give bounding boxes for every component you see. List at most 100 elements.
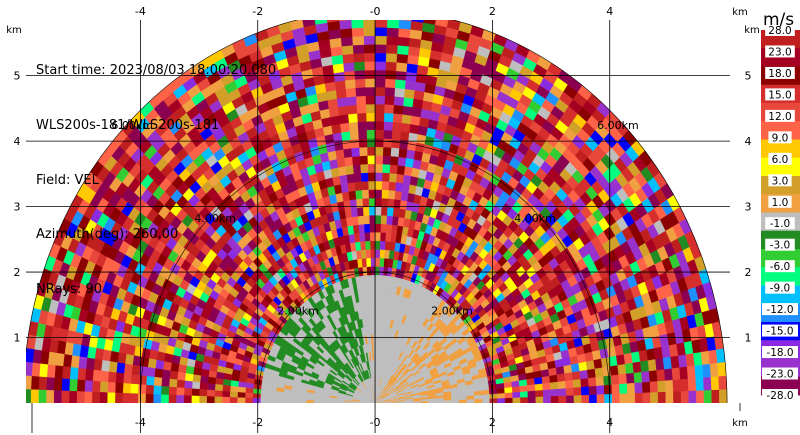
velocity-cell <box>374 172 383 182</box>
velocity-cell <box>336 401 345 403</box>
velocity-cell <box>364 240 371 250</box>
velocity-cell <box>565 387 575 396</box>
velocity-cell <box>221 396 231 403</box>
velocity-cell <box>402 97 414 108</box>
velocity-field <box>26 20 728 403</box>
velocity-cell <box>371 300 376 310</box>
velocity-cell <box>356 104 367 114</box>
velocity-cell <box>339 122 350 133</box>
velocity-cell <box>354 78 366 89</box>
velocity-cell <box>330 46 343 57</box>
velocity-cell <box>368 189 376 199</box>
velocity-cell <box>354 181 362 191</box>
velocity-cell <box>497 397 506 403</box>
velocity-cell <box>222 384 231 392</box>
field-text: Field: VEL <box>36 172 99 188</box>
velocity-cell <box>334 149 345 160</box>
velocity-cell <box>664 379 674 392</box>
velocity-cell <box>374 27 388 37</box>
velocity-cell <box>627 392 636 403</box>
velocity-cell <box>384 232 392 242</box>
velocity-cell <box>395 61 408 73</box>
velocity-cell <box>406 140 417 151</box>
velocity-cell <box>556 373 566 382</box>
velocity-cell <box>647 358 657 372</box>
velocity-cell <box>593 358 603 369</box>
velocity-cell <box>657 380 666 393</box>
velocity-cell <box>176 371 186 381</box>
velocity-cell <box>519 390 529 398</box>
velocity-cell <box>229 391 238 398</box>
velocity-cell <box>122 392 131 403</box>
velocity-cell <box>334 80 346 91</box>
velocity-cell <box>177 364 187 374</box>
velocity-cell <box>596 384 605 395</box>
velocity-cell <box>168 386 177 396</box>
velocity-cell <box>367 180 376 190</box>
velocity-cell <box>386 215 393 225</box>
velocity-cell <box>153 385 162 395</box>
velocity-cell <box>374 240 381 250</box>
velocity-cell <box>152 394 162 403</box>
velocity-cell <box>380 223 387 233</box>
velocity-cell <box>222 378 232 387</box>
velocity-cell <box>106 392 116 403</box>
velocity-cell <box>384 240 391 251</box>
velocity-cell <box>687 377 697 392</box>
velocity-cell <box>122 383 132 394</box>
colorbar: 28.023.018.015.012.09.06.03.01.0-1.0-3.0… <box>761 24 800 402</box>
velocity-cell <box>672 378 682 392</box>
velocity-cell <box>718 389 728 403</box>
velocity-cell <box>595 375 605 386</box>
velocity-cell <box>374 180 383 190</box>
velocity-cell <box>402 105 413 116</box>
velocity-cell <box>386 20 400 29</box>
range-ring-label: 4.00km <box>514 212 556 225</box>
velocity-cell <box>394 79 406 90</box>
velocity-cell <box>54 365 64 379</box>
velocity-cell <box>618 373 628 385</box>
velocity-cell <box>374 129 384 139</box>
velocity-cell <box>155 359 165 370</box>
velocity-cell <box>535 389 544 397</box>
velocity-cell <box>374 257 380 267</box>
velocity-cell <box>374 103 385 114</box>
velocity-cell <box>588 394 598 403</box>
velocity-cell <box>358 223 365 234</box>
velocity-cell <box>686 365 696 379</box>
velocity-cell <box>374 266 380 276</box>
velocity-cell <box>364 61 376 71</box>
y-tick-label-right: 5 <box>745 70 752 83</box>
velocity-cell <box>183 380 193 389</box>
velocity-cell <box>550 395 559 403</box>
velocity-cell <box>61 378 70 392</box>
velocity-cell <box>380 214 388 225</box>
velocity-cell <box>374 52 387 62</box>
velocity-cell <box>392 207 400 218</box>
velocity-cell <box>333 71 345 82</box>
velocity-cell <box>153 376 163 387</box>
velocity-cell <box>391 130 401 140</box>
velocity-cell <box>26 361 33 377</box>
x-tick-label-top: -2 <box>252 5 263 18</box>
velocity-cell <box>566 395 575 403</box>
velocity-cell <box>389 164 398 174</box>
colorbar-tick-label: 3.0 <box>772 175 789 187</box>
velocity-cell <box>378 283 383 293</box>
velocity-cell <box>489 393 498 399</box>
velocity-cell <box>348 190 357 201</box>
velocity-cell <box>244 392 254 399</box>
velocity-cell <box>347 113 358 123</box>
x-tick-label-bottom: 4 <box>606 416 613 429</box>
colorbar-tick-label: 12.0 <box>768 111 791 123</box>
velocity-cell <box>366 129 376 139</box>
velocity-cell <box>632 361 642 373</box>
velocity-cell <box>474 398 483 403</box>
velocity-cell <box>617 363 627 375</box>
velocity-cell <box>352 164 361 174</box>
velocity-cell <box>91 391 101 403</box>
velocity-cell <box>349 130 359 140</box>
velocity-cell <box>374 69 386 79</box>
velocity-cell <box>344 164 354 175</box>
velocity-cell <box>76 379 86 392</box>
